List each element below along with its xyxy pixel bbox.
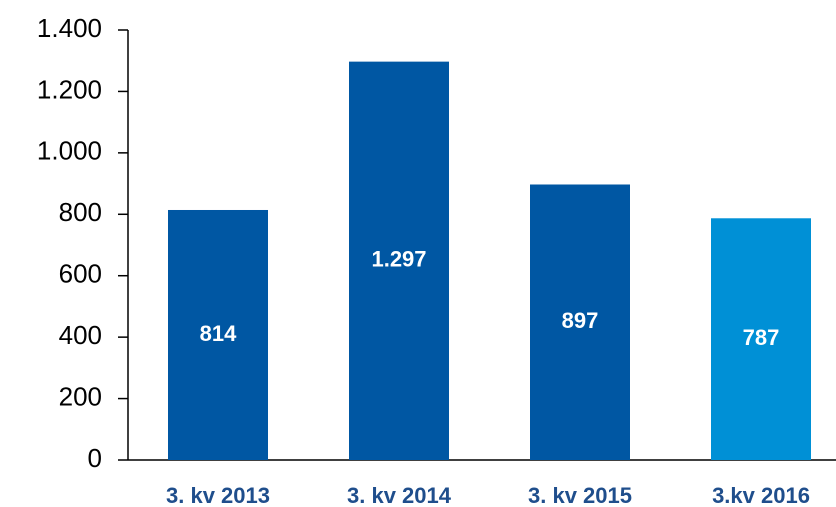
y-tick-label: 0 bbox=[88, 443, 102, 473]
y-tick-label: 400 bbox=[59, 320, 102, 350]
value-label: 787 bbox=[743, 325, 780, 350]
y-tick-label: 200 bbox=[59, 381, 102, 411]
value-label: 1.297 bbox=[371, 247, 426, 272]
y-tick-label: 800 bbox=[59, 197, 102, 227]
y-tick-label: 1.000 bbox=[37, 136, 102, 166]
x-tick-label: 3. kv 2013 bbox=[166, 483, 270, 507]
x-tick-label: 3. kv 2014 bbox=[347, 483, 452, 507]
x-tick-label: 3. kv 2015 bbox=[528, 483, 632, 507]
value-label: 814 bbox=[200, 321, 237, 346]
bar bbox=[349, 61, 449, 461]
y-tick-label: 600 bbox=[59, 259, 102, 289]
bar bbox=[530, 184, 630, 460]
x-tick-label: 3.kv 2016 bbox=[712, 483, 810, 507]
y-tick-label: 1.200 bbox=[37, 74, 102, 104]
bar bbox=[711, 218, 811, 460]
y-tick-label: 1.400 bbox=[37, 13, 102, 43]
bar bbox=[168, 209, 268, 460]
value-label: 897 bbox=[562, 308, 599, 333]
